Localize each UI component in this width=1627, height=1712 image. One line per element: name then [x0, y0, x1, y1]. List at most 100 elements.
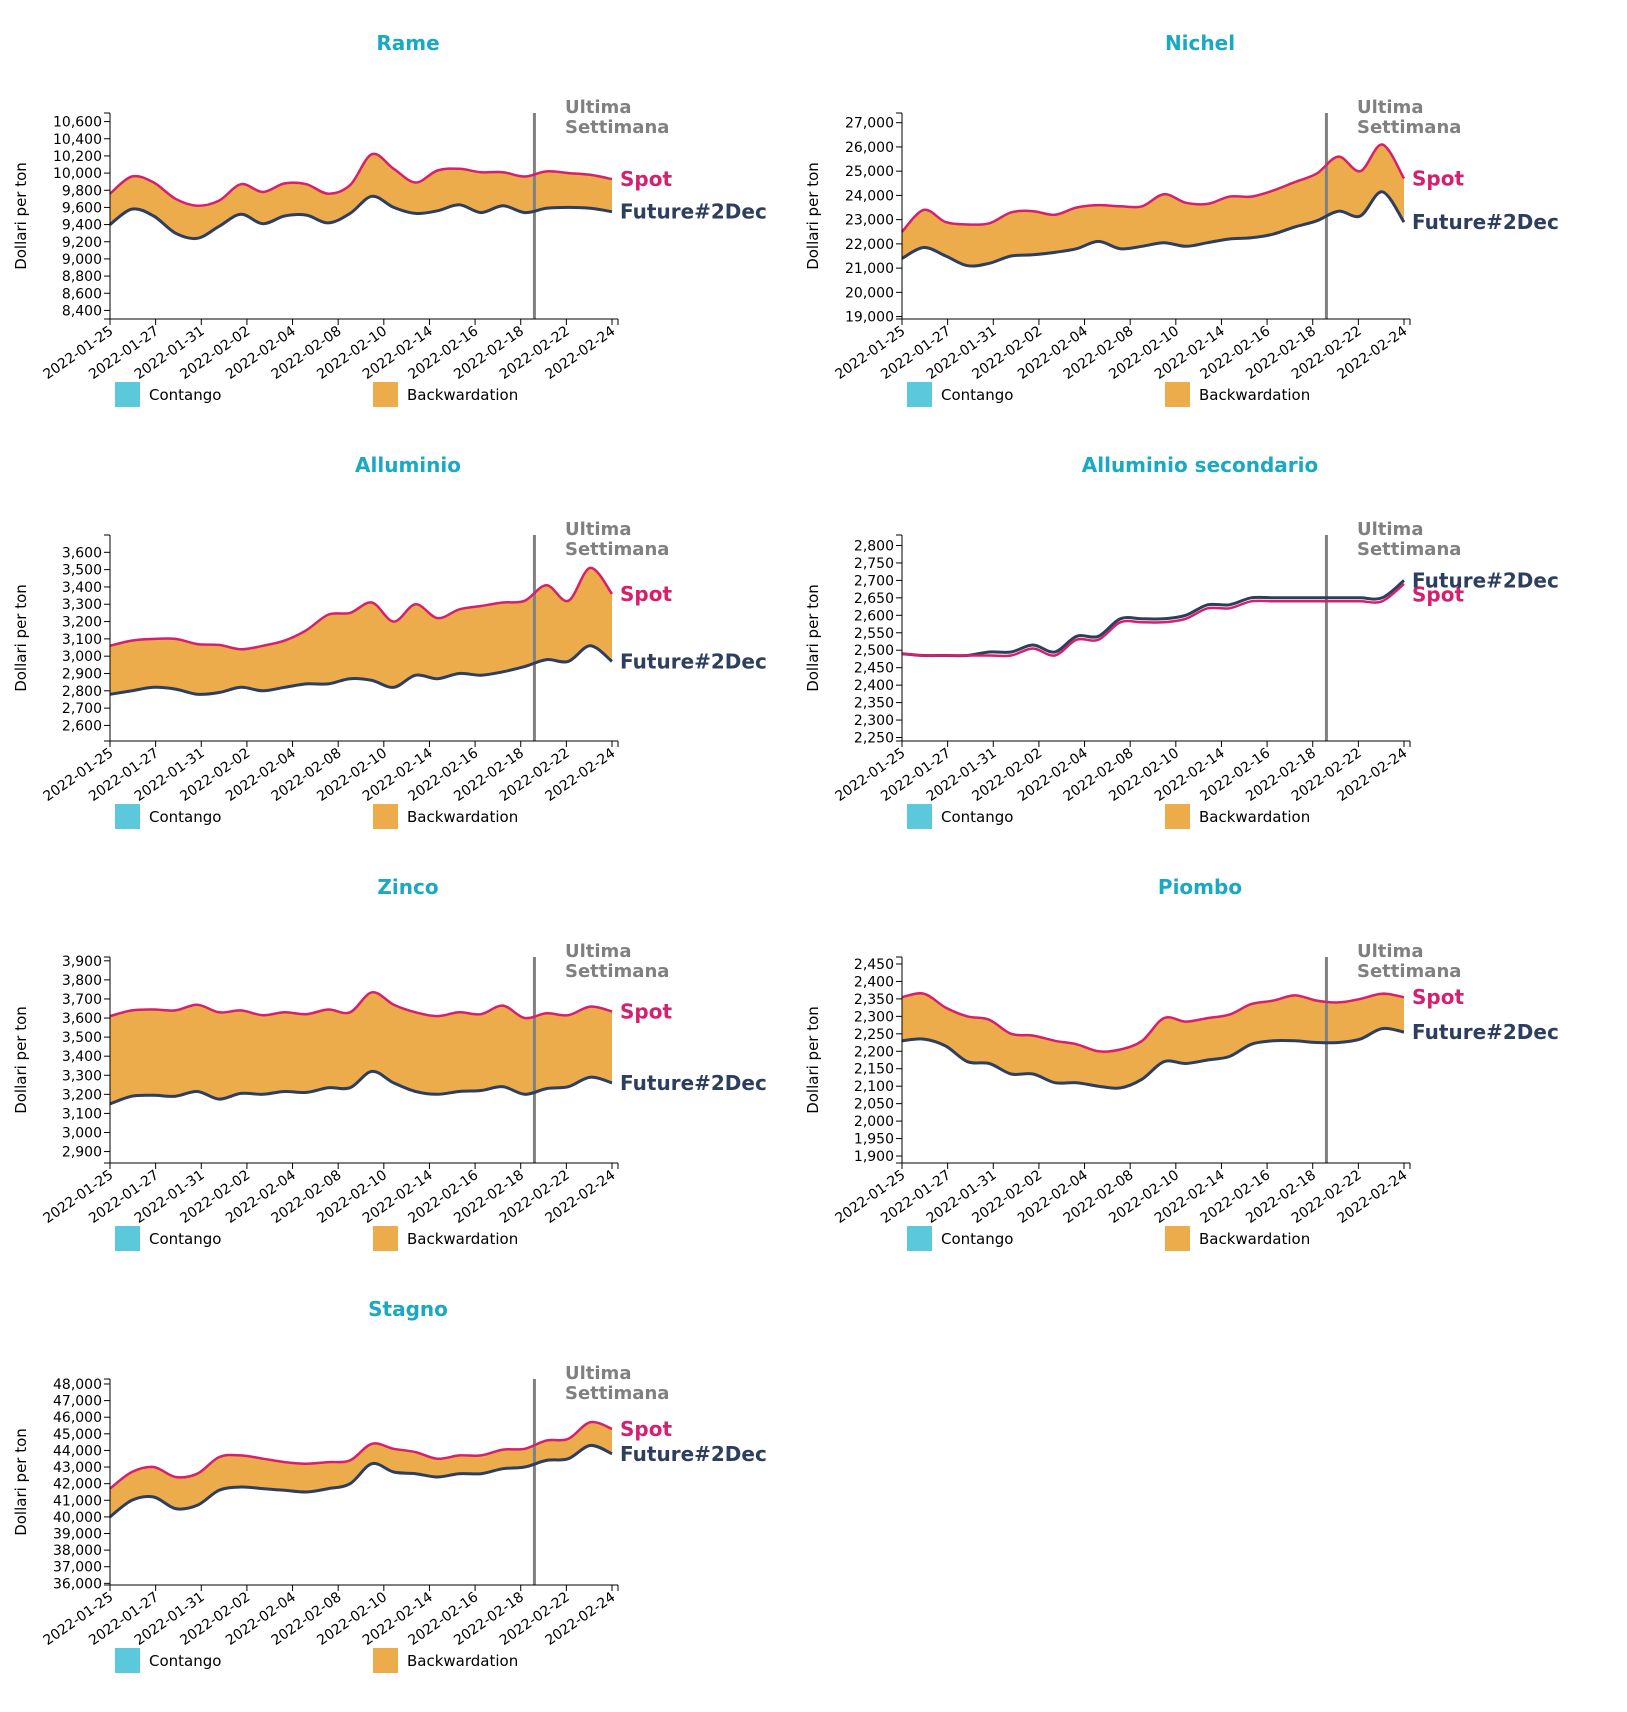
spot-end-label: Spot [620, 167, 672, 191]
future-line [109, 194, 613, 241]
legend-swatch-contango [115, 804, 140, 829]
week-label-line1: Ultima [1357, 941, 1423, 962]
legend-swatch-contango [115, 1648, 140, 1673]
future-end-label: Future#2Dec [620, 1071, 767, 1095]
chart-panel-6: Stagno 36,000 37,000 38,000 39,000 40,000 41,0… [0, 1266, 800, 1686]
y-tick-label: 48,000 [53, 1377, 102, 1393]
legend-swatch-contango [907, 1226, 932, 1251]
future-end-label: Future#2Dec [620, 649, 767, 673]
legend-label-contango: Contango [149, 1230, 221, 1248]
legend-swatch-contango [115, 1226, 140, 1251]
y-tick-label: 3,100 [62, 1106, 102, 1122]
y-tick-label: 8,600 [62, 286, 102, 302]
week-label-line1: Ultima [565, 97, 631, 118]
legend-swatch-backwardation [373, 382, 398, 407]
y-axis-label: Dollari per ton [804, 1006, 822, 1114]
legend: Contango Backwardation [115, 1648, 518, 1673]
spot-end-label: Spot [1412, 166, 1464, 190]
legend-label-contango: Contango [941, 386, 1013, 404]
y-tick-label: 3,000 [62, 1125, 102, 1141]
y-tick-label: 10,400 [53, 132, 102, 148]
y-tick-label: 2,200 [854, 1044, 894, 1060]
chart-svg: Alluminio2,6002,7002,8002,9003,0003,1003… [12, 453, 767, 829]
y-tick-label: 42,000 [53, 1477, 102, 1493]
y-tick-label: 8,400 [62, 303, 102, 319]
y-tick-label: 2,250 [854, 731, 894, 747]
y-tick-label: 2,650 [854, 591, 894, 607]
y-tick-label: 2,900 [62, 1145, 102, 1161]
spot-line [901, 143, 1406, 233]
y-tick-label: 9,800 [62, 183, 102, 199]
future-line [901, 190, 1406, 268]
spot-line [901, 582, 1405, 658]
y-tick-label: 9,600 [62, 200, 102, 216]
y-tick-label: 9,400 [62, 218, 102, 234]
y-tick-label: 3,800 [62, 973, 102, 989]
y-tick-label: 2,550 [854, 626, 894, 642]
legend-label-contango: Contango [941, 808, 1013, 826]
legend-label-backwardation: Backwardation [407, 386, 518, 404]
y-tick-label: 38,000 [53, 1543, 102, 1559]
week-label-line2: Settimana [1357, 539, 1461, 560]
y-tick-label: 2,500 [854, 643, 894, 659]
spot-line [109, 991, 613, 1020]
legend: Contango Backwardation [115, 1226, 518, 1251]
y-tick-label: 2,800 [62, 684, 102, 700]
y-tick-label: 19,000 [845, 310, 894, 326]
legend-label-contango: Contango [149, 1652, 221, 1670]
legend-swatch-contango [907, 804, 932, 829]
chart-panel-4: Zinco 2,900 3,000 3,100 3,200 3,300 3,400 3,500… [0, 844, 800, 1264]
y-tick-label: 2,900 [62, 666, 102, 682]
y-tick-label: 37,000 [53, 1560, 102, 1576]
legend-label-backwardation: Backwardation [407, 808, 518, 826]
y-tick-label: 21,000 [845, 261, 894, 277]
y-tick-label: 2,800 [854, 538, 894, 554]
chart-panel-5: Piombo 1,900 1,950 2,000 2,050 2,100 2,150 2,20… [792, 844, 1592, 1264]
y-tick-label: 36,000 [53, 1576, 102, 1592]
y-tick-label: 2,350 [854, 992, 894, 1008]
legend-label-contango: Contango [149, 386, 221, 404]
future-end-label: Future#2Dec [1412, 568, 1559, 592]
chart-title: Rame [376, 31, 439, 55]
week-label-line2: Settimana [565, 1383, 669, 1404]
y-axis-label: Dollari per ton [12, 1006, 30, 1114]
y-tick-label: 3,300 [62, 1068, 102, 1084]
y-tick-label: 2,300 [854, 1009, 894, 1025]
week-label-line1: Ultima [1357, 97, 1423, 118]
legend-label-backwardation: Backwardation [1199, 808, 1310, 826]
legend-label-contango: Contango [941, 1230, 1013, 1248]
future-line [901, 1026, 1405, 1090]
y-axis-label: Dollari per ton [804, 162, 822, 270]
chart-panel-2: Alluminio 2,600 2,700 2,800 2,900 3,000 3,100 3… [0, 422, 800, 842]
y-tick-label: 22,000 [845, 237, 894, 253]
legend-label-backwardation: Backwardation [407, 1230, 518, 1248]
y-tick-label: 9,200 [62, 235, 102, 251]
y-tick-label: 3,700 [62, 992, 102, 1008]
spread-area [110, 153, 612, 239]
week-label-line2: Settimana [565, 117, 669, 138]
y-tick-label: 27,000 [845, 116, 894, 132]
y-tick-label: 2,050 [854, 1097, 894, 1113]
spot-line [901, 992, 1405, 1053]
chart-title: Stagno [368, 1297, 448, 1321]
week-label-line2: Settimana [1357, 961, 1461, 982]
week-label-line1: Ultima [565, 941, 631, 962]
y-tick-label: 2,400 [854, 974, 894, 990]
y-tick-label: 10,000 [53, 166, 102, 182]
y-tick-label: 3,300 [62, 597, 102, 613]
chart-title: Alluminio [355, 453, 461, 477]
y-tick-label: 3,600 [62, 545, 102, 561]
y-axis-label: Dollari per ton [804, 584, 822, 692]
legend-swatch-backwardation [1165, 382, 1190, 407]
y-tick-label: 20,000 [845, 285, 894, 301]
legend: Contango Backwardation [907, 382, 1310, 407]
legend: Contango Backwardation [907, 1226, 1310, 1251]
week-label-line1: Ultima [1357, 519, 1423, 540]
spread-area [902, 993, 1404, 1089]
future-end-label: Future#2Dec [620, 1442, 767, 1466]
legend-swatch-backwardation [373, 1648, 398, 1673]
y-tick-label: 3,200 [62, 1087, 102, 1103]
y-tick-label: 41,000 [53, 1493, 102, 1509]
spread-area [110, 1421, 612, 1517]
